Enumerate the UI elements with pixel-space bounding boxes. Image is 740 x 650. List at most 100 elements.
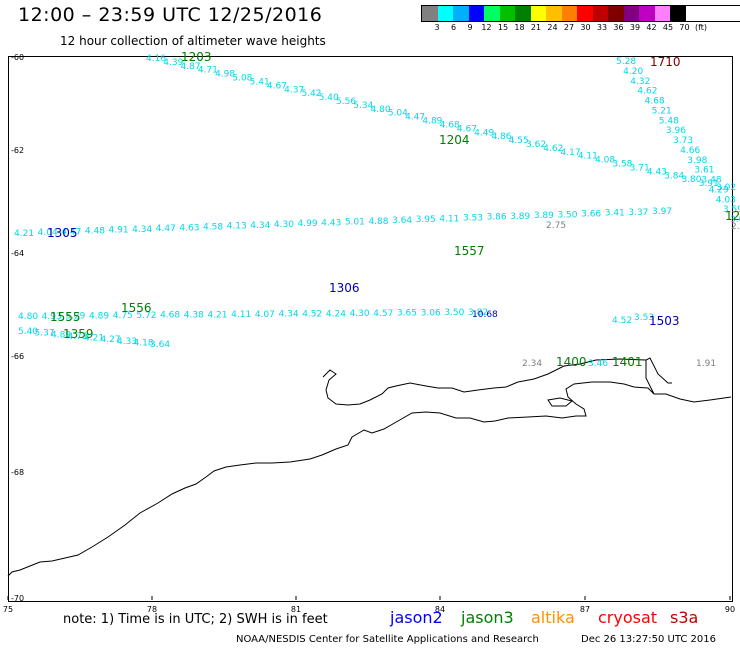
track-time-label: 1400 [556, 355, 587, 369]
wave-height-value: 3.59 [723, 205, 740, 215]
wave-height-value: 4.57 [373, 309, 393, 319]
legend-swatch [623, 6, 639, 21]
wave-height-value: 4.93 [42, 312, 62, 322]
wave-height-value: 4.67 [267, 81, 287, 91]
legend-label: 27 [563, 23, 575, 32]
x-tick-label: 90 [725, 605, 735, 614]
wave-height-value: 10.68 [472, 310, 498, 320]
wave-height-value: 5.21 [652, 106, 672, 116]
wave-height-value: 3.02 [730, 215, 740, 225]
wave-height-value: 3.64 [392, 216, 412, 226]
legend-swatch [654, 6, 670, 21]
wave-height-value: 3.73 [673, 136, 693, 146]
wave-height-value: 5.56 [336, 97, 356, 107]
wave-height-value: 4.55 [509, 136, 529, 146]
track-time-label: 1359 [63, 327, 94, 341]
wave-height-value: 1.91 [696, 359, 716, 369]
legend-label: 6 [450, 23, 457, 32]
wave-height-value: 4.17 [561, 148, 581, 158]
wave-height-value: 4.87 [181, 62, 201, 72]
track-time-label: 1204 [439, 133, 470, 147]
y-tick-label: -68 [11, 468, 24, 477]
legend-swatch [546, 6, 562, 21]
wave-height-value: 4.89 [89, 311, 109, 321]
legend-swatch [515, 6, 531, 21]
wave-height-value: 3.91 [699, 179, 719, 189]
wave-height-value: 2.75 [546, 221, 566, 231]
x-tick-label: 87 [580, 605, 590, 614]
wave-height-value: 4.67 [457, 124, 477, 134]
track-time-label: 1203 [181, 50, 212, 64]
map-title: 12:00 – 23:59 UTC 12/25/2016 [18, 4, 323, 26]
wave-height-value: 3.02 [716, 183, 736, 193]
legend-label: 21 [530, 23, 542, 32]
wave-height-value: 4.32 [630, 77, 650, 87]
legend-label: 3 [434, 23, 440, 32]
legend-label: 42 [646, 23, 657, 32]
satellite-name: cryosat [598, 608, 658, 627]
wave-height-value: 4.98 [215, 70, 235, 80]
legend-swatch-bar [421, 5, 740, 22]
wave-height-value: 3.48 [702, 176, 722, 186]
legend-swatch [422, 6, 438, 21]
track-time-label: 1557 [454, 244, 485, 258]
wave-height-value: 4.21 [84, 334, 104, 344]
wave-height-value: 4.16 [146, 54, 166, 64]
wave-height-value: 5.29 [65, 312, 85, 322]
legend-swatch [561, 6, 577, 21]
wave-height-value: 3.64 [150, 340, 170, 350]
legend-swatch [608, 6, 624, 21]
wave-height-value: 4.91 [109, 226, 129, 236]
wave-height-value: 4.47 [156, 224, 176, 234]
color-legend: 3 6 9 12 15 18 21 24 27 30 33 36 39 42 45 70 (ft) [421, 5, 740, 34]
wave-height-value: 3.84 [664, 171, 684, 181]
legend-swatch [670, 6, 686, 21]
altimeter-tracks: 4.164.394.874.714.985.085.414.674.375.42… [14, 50, 740, 369]
map-frame [8, 56, 733, 602]
wave-height-value: 3.37 [628, 208, 648, 218]
wave-height-value: 4.37 [284, 85, 304, 95]
track-time-label: 1556 [121, 301, 152, 315]
wave-height-value: 3.41 [605, 209, 625, 219]
wave-height-value: 4.88 [368, 217, 388, 227]
wave-height-value: 3.96 [666, 126, 686, 136]
wave-height-value: 4.27 [101, 335, 121, 345]
wave-height-value: 4.43 [321, 218, 341, 228]
legend-label: 30 [580, 23, 591, 32]
legend-label: 70 [679, 23, 690, 32]
wave-height-value: 4.68 [645, 97, 665, 107]
wave-height-value: 4.62 [543, 144, 563, 154]
legend-label: 45 [662, 23, 674, 32]
wave-height-value: 5.34 [353, 101, 373, 111]
x-tick-label: 81 [291, 605, 301, 614]
legend-swatch [484, 6, 500, 21]
legend-label: 15 [497, 23, 509, 32]
legend-swatch [577, 6, 593, 21]
wave-height-value: 5.04 [388, 109, 408, 119]
wave-height-value: 3.50 [444, 308, 464, 318]
x-tick-label: 75 [3, 605, 13, 614]
map-subtitle: 12 hour collection of altimeter wave hei… [60, 34, 326, 48]
wave-height-value: 4.52 [302, 309, 322, 319]
track-time-label: 1555 [50, 310, 81, 324]
legend-label: 33 [596, 23, 608, 32]
antarctic-coastline [7, 357, 732, 577]
wave-height-value: 4.62 [637, 87, 657, 97]
footer-note: note: 1) Time is in UTC; 2) SWH is in fe… [63, 612, 328, 627]
track-time-label: 1401 [612, 355, 643, 369]
wave-height-value: 3.50 [557, 210, 577, 220]
wave-height-value: 4.99 [298, 219, 318, 229]
wave-height-value: 4.89 [51, 330, 71, 340]
wave-height-value: 4.30 [274, 220, 294, 230]
wave-height-value: 5.42 [301, 89, 321, 99]
track-time-label: 1306 [329, 281, 360, 295]
track-time-label: 1710 [650, 55, 681, 69]
wave-height-value: 5.40 [18, 327, 38, 337]
wave-height-value: 3.65 [397, 309, 417, 319]
wave-height-value: 4.24 [326, 309, 346, 319]
legend-swatch [453, 6, 469, 21]
wave-height-value: 4.71 [198, 66, 218, 76]
legend-swatch [530, 6, 546, 21]
wave-height-value: 5.40 [319, 93, 339, 103]
wave-height-value: 3.80 [681, 175, 701, 185]
